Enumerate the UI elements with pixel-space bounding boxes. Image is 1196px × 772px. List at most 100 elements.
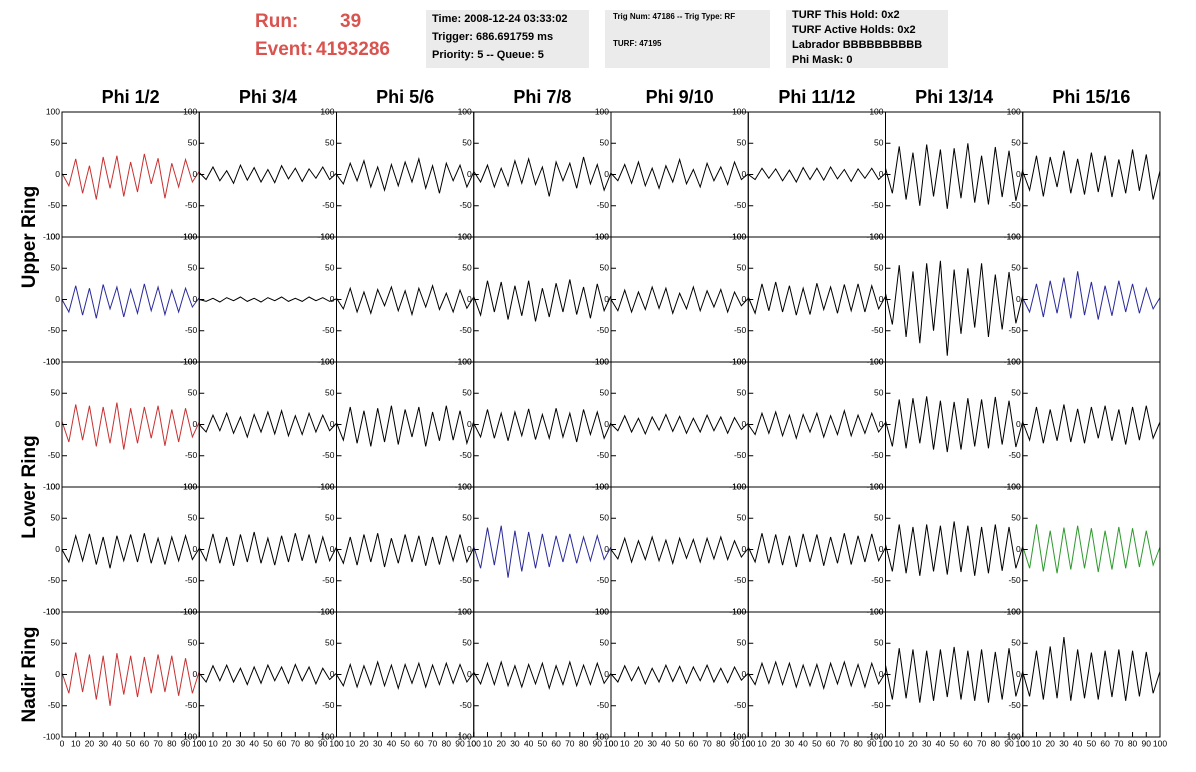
panel-frame	[61, 361, 200, 488]
y-tick-label: 50	[462, 638, 472, 648]
y-tick-label: 0	[879, 294, 884, 304]
y-tick-label: -100	[180, 356, 197, 366]
y-tick-label: -100	[43, 356, 60, 366]
y-tick-label: -50	[871, 200, 884, 210]
y-tick-label: -100	[866, 356, 883, 366]
run-label: Run:	[255, 11, 298, 32]
y-tick-label: -50	[185, 575, 198, 585]
y-tick-label: 50	[462, 513, 472, 523]
waveform	[336, 156, 475, 194]
waveform	[610, 157, 749, 190]
x-tick-label: 100	[329, 738, 343, 748]
waveform	[610, 535, 749, 566]
y-tick-label: -50	[459, 325, 472, 335]
panel-frame	[885, 111, 1024, 238]
y-tick-label: -100	[317, 231, 334, 241]
y-tick-label: -50	[48, 450, 61, 460]
event-label: Event:	[255, 39, 313, 60]
x-tick-label: 60	[963, 738, 973, 748]
y-tick-label: 0	[55, 294, 60, 304]
x-tick-label: 10	[620, 738, 630, 748]
y-tick-label: 0	[467, 544, 472, 554]
waveform	[747, 165, 886, 184]
row-title: Lower Ring	[19, 435, 40, 538]
waveform	[610, 413, 749, 436]
y-tick-label: 0	[742, 419, 747, 429]
y-tick-label: 0	[330, 669, 335, 679]
y-tick-label: 50	[188, 138, 198, 148]
y-tick-label: -50	[871, 575, 884, 585]
y-tick-label: -50	[597, 450, 610, 460]
y-tick-label: 0	[193, 544, 198, 554]
y-tick-label: -50	[459, 450, 472, 460]
panel-frame	[747, 111, 886, 238]
y-tick-label: 50	[188, 263, 198, 273]
x-tick-label: 0	[883, 738, 888, 748]
panel-frame	[610, 486, 749, 613]
y-tick-label: 50	[325, 138, 335, 148]
y-tick-label: 50	[188, 513, 198, 523]
y-tick-label: -100	[317, 481, 334, 491]
y-tick-label: 0	[330, 169, 335, 179]
y-tick-label: -100	[1004, 356, 1021, 366]
y-tick-label: 0	[467, 669, 472, 679]
x-tick-label: 100	[467, 738, 481, 748]
y-tick-label: 0	[55, 169, 60, 179]
y-tick-label: -100	[43, 481, 60, 491]
x-tick-label: 40	[249, 738, 259, 748]
x-tick-label: 0	[609, 738, 614, 748]
y-tick-label: -50	[871, 700, 884, 710]
y-tick-label: -100	[592, 231, 609, 241]
y-tick-label: 50	[1011, 638, 1021, 648]
y-tick-label: 100	[595, 606, 609, 616]
y-tick-label: -50	[734, 325, 747, 335]
x-tick-label: 70	[1114, 738, 1124, 748]
waveform	[610, 663, 749, 686]
panel-frame	[61, 486, 200, 613]
y-tick-label: 50	[874, 388, 884, 398]
y-tick-label: -50	[322, 575, 335, 585]
x-tick-label: 80	[304, 738, 314, 748]
y-tick-label: -100	[455, 731, 472, 741]
y-tick-label: 0	[742, 669, 747, 679]
y-tick-label: 100	[458, 606, 472, 616]
y-tick-label: 0	[742, 169, 747, 179]
panel-frame	[61, 236, 200, 363]
x-tick-label: 0	[334, 738, 339, 748]
x-tick-label: 10	[208, 738, 218, 748]
y-tick-label: 100	[869, 231, 883, 241]
y-tick-label: 50	[874, 263, 884, 273]
x-tick-label: 40	[1073, 738, 1083, 748]
panel-frame	[336, 361, 475, 488]
y-tick-label: 100	[869, 356, 883, 366]
panel-frame	[885, 486, 1024, 613]
waveform	[1022, 271, 1161, 320]
panel-frame	[610, 111, 749, 238]
info-text: TURF This Hold: 0x2	[792, 9, 900, 21]
row-title: Upper Ring	[19, 186, 40, 288]
y-tick-label: 100	[869, 106, 883, 116]
info-text: TURF Active Holds: 0x2	[792, 24, 916, 36]
panel-frame	[1022, 611, 1161, 738]
y-tick-label: -50	[597, 575, 610, 585]
y-tick-label: -50	[734, 200, 747, 210]
column-title: Phi 7/8	[513, 87, 571, 107]
y-tick-label: 100	[183, 231, 197, 241]
x-tick-label: 10	[71, 738, 81, 748]
x-tick-label: 90	[455, 738, 465, 748]
y-tick-label: 0	[467, 169, 472, 179]
y-tick-label: 50	[51, 138, 61, 148]
y-tick-label: 50	[874, 513, 884, 523]
y-tick-label: 100	[46, 356, 60, 366]
x-tick-label: 20	[359, 738, 369, 748]
y-tick-label: 0	[330, 419, 335, 429]
waveform	[1022, 636, 1161, 701]
panel-frame	[473, 236, 612, 363]
y-tick-label: 50	[51, 263, 61, 273]
panel-frame	[198, 611, 337, 738]
panel-frame	[61, 611, 200, 738]
panel-frame	[198, 486, 337, 613]
x-tick-label: 20	[496, 738, 506, 748]
panel-frame	[610, 236, 749, 363]
y-tick-label: 50	[600, 263, 610, 273]
